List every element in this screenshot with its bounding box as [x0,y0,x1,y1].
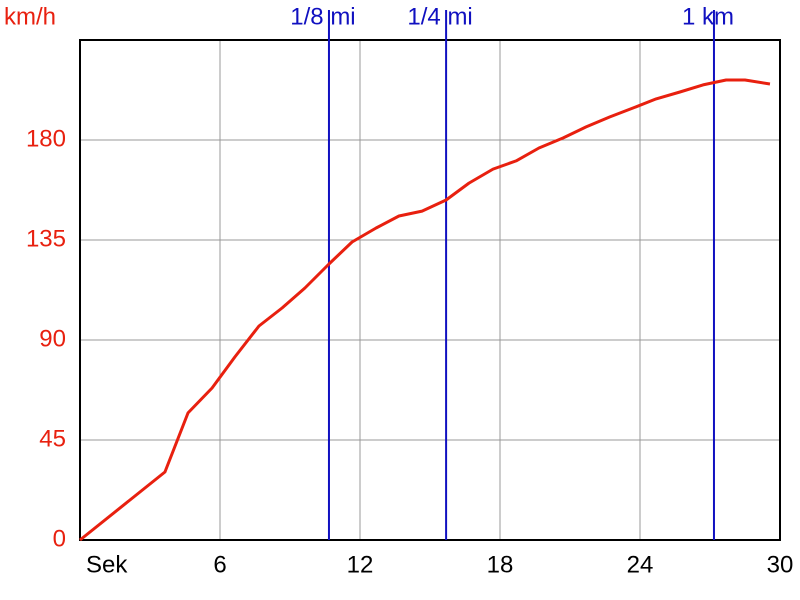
y-tick-label: 135 [26,225,66,252]
x-tick-label: 18 [487,551,514,578]
y-axis-label: km/h [4,3,56,30]
distance-marker-label: 1 km [682,3,734,30]
x-tick-label: Sek [86,551,128,578]
x-tick-label: 6 [213,551,226,578]
y-tick-label: 90 [39,325,66,352]
x-tick-label: 12 [347,551,374,578]
x-tick-label: 30 [767,551,794,578]
y-tick-label: 45 [39,425,66,452]
distance-marker-label: 1/8 mi [290,3,355,30]
plot-frame [79,39,781,541]
speed-line [79,78,771,542]
y-tick-label: 180 [26,125,66,152]
x-tick-label: 24 [627,551,654,578]
distance-marker-label: 1/4 mi [407,3,472,30]
y-tick-label: 0 [53,525,66,552]
